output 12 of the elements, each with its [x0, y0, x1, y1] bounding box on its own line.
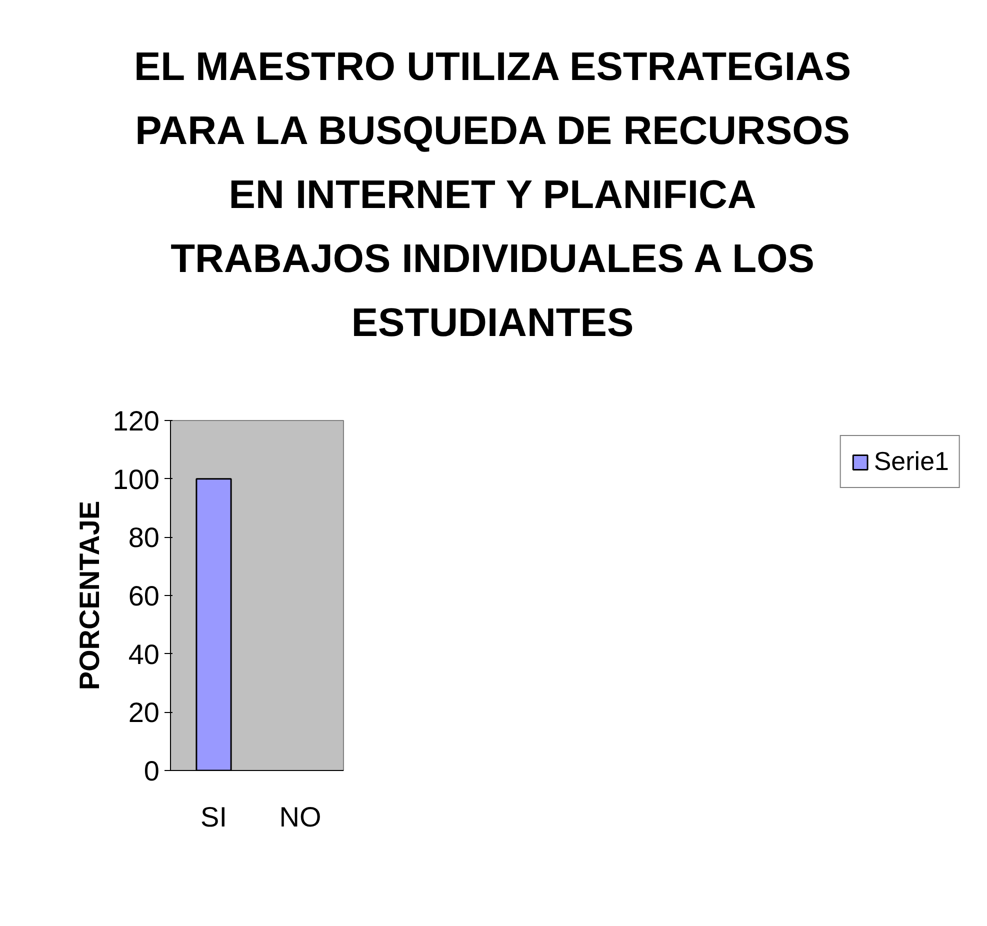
y-tick-label: 20	[128, 697, 160, 728]
legend-label: Serie1	[874, 446, 949, 477]
y-tick-label: 100	[112, 464, 160, 495]
y-tick-label: 40	[128, 638, 160, 670]
y-tick-label: 80	[128, 522, 160, 554]
text: EL MAESTRO UTILIZA ESTRATEGIAS PARA LA BUSQUEDA DE RECURSOS EN INTERNET Y PLANIFICA TRABAJOS INDIVIDUALES A LOS ESTUDIANTES	[134, 44, 852, 347]
x-tick-label: SI	[200, 802, 227, 832]
y-tick-label: 0	[144, 756, 160, 786]
y-tick-label: 120	[112, 406, 160, 436]
x-tick-label: NO	[279, 802, 322, 832]
y-axis-title: PORCENTAJE	[74, 500, 105, 690]
y-tick-label: 60	[128, 580, 160, 612]
